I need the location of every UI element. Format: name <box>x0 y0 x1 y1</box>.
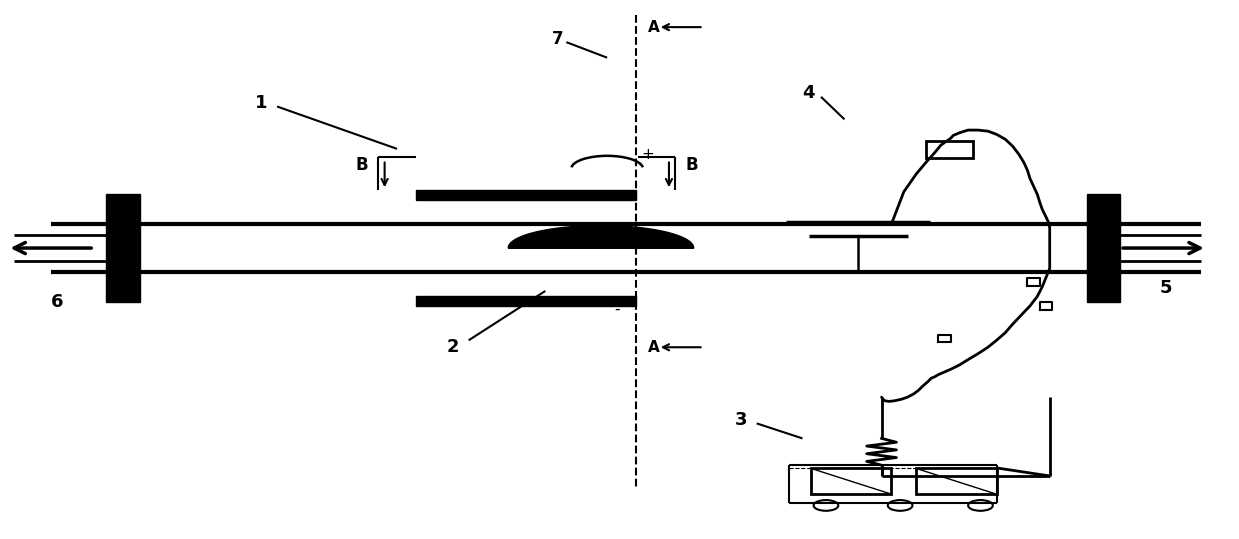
Polygon shape <box>415 296 636 306</box>
Polygon shape <box>508 225 694 248</box>
Text: 1: 1 <box>255 94 268 112</box>
Text: A: A <box>648 340 659 355</box>
Polygon shape <box>107 195 140 302</box>
Text: 7: 7 <box>551 30 564 48</box>
Text: 3: 3 <box>735 411 747 429</box>
Text: B: B <box>685 156 698 174</box>
Text: 4: 4 <box>803 84 815 101</box>
Bar <box>916 468 996 494</box>
Text: B: B <box>356 156 368 174</box>
Text: +: + <box>642 147 654 162</box>
Text: 2: 2 <box>446 338 458 356</box>
Text: 6: 6 <box>51 293 63 310</box>
Polygon shape <box>415 190 636 200</box>
Polygon shape <box>1087 195 1120 302</box>
Text: A: A <box>648 19 659 34</box>
Bar <box>926 141 973 158</box>
Bar <box>812 468 892 494</box>
Text: -: - <box>615 302 620 317</box>
Text: 5: 5 <box>1160 279 1172 298</box>
